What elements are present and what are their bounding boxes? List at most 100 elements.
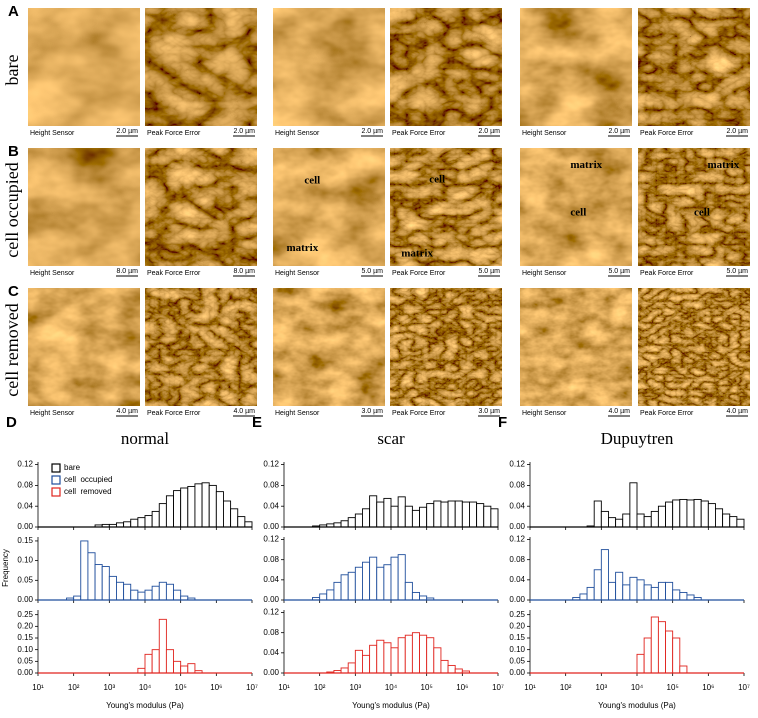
y-tick-label: 0.00: [509, 595, 525, 604]
bar: [230, 508, 239, 528]
bar: [608, 517, 617, 528]
scale-label: 5.0 µm: [478, 268, 500, 275]
bar: [419, 595, 428, 601]
y-tick-label: 0.00: [17, 595, 33, 604]
image-caption: Peak Force Error: [147, 130, 201, 137]
bar: [404, 634, 413, 674]
bar: [383, 642, 392, 674]
bar: [158, 618, 167, 674]
bar: [158, 581, 167, 601]
y-tick-label: 0.08: [263, 481, 279, 490]
bar: [650, 616, 659, 674]
bar: [354, 566, 363, 601]
bar: [347, 662, 356, 674]
scale-label: 8.0 µm: [116, 268, 138, 275]
bar: [679, 665, 688, 674]
bar: [679, 498, 688, 528]
bar: [700, 500, 709, 528]
bar: [729, 516, 738, 528]
scale-label: 2.0 µm: [726, 128, 748, 135]
x-tick-label: 10⁴: [385, 683, 398, 692]
bar: [397, 554, 406, 601]
panel-letter: C: [8, 283, 19, 300]
scale-label: 2.0 µm: [478, 128, 500, 135]
y-tick-label: 0.00: [509, 668, 525, 677]
bar: [208, 484, 217, 528]
scale-label: 5.0 µm: [361, 268, 383, 275]
bar: [397, 496, 406, 528]
bar: [672, 637, 681, 674]
bar: [650, 586, 659, 601]
y-tick-label: 0.04: [263, 648, 279, 657]
y-tick-label: 0.05: [17, 656, 33, 665]
afm-image: [638, 288, 750, 406]
bar: [87, 552, 96, 601]
legend-swatch: [51, 487, 61, 497]
bar: [244, 521, 253, 528]
bar: [608, 581, 617, 601]
x-tick-label: 10⁶: [456, 683, 468, 692]
x-tick-label: 10¹: [278, 683, 290, 692]
image-annotation: matrix: [707, 159, 739, 171]
bar: [173, 660, 182, 674]
image-caption: Height Sensor: [275, 410, 320, 417]
y-tick-label: 0.08: [509, 555, 525, 564]
bar: [165, 649, 174, 674]
afm-image: [145, 8, 257, 126]
bar: [123, 583, 132, 601]
scale-label: 8.0 µm: [233, 268, 255, 275]
y-tick-label: 0.08: [263, 628, 279, 637]
afm-image: [28, 288, 140, 406]
x-tick-label: 10⁴: [631, 683, 644, 692]
bar: [447, 500, 456, 528]
bar: [483, 505, 492, 528]
image-annotation: matrix: [401, 248, 433, 260]
bar: [411, 591, 420, 601]
bar: [201, 482, 210, 528]
bar: [94, 564, 103, 601]
bar: [333, 581, 342, 601]
y-tick-label: 0.12: [17, 460, 33, 469]
bar: [593, 569, 602, 601]
afm-image: [390, 148, 502, 266]
x-tick-label: 10⁷: [492, 683, 504, 692]
panel-letter: F: [498, 414, 507, 431]
row-label: bare: [2, 55, 22, 86]
bar: [137, 517, 146, 528]
scale-label: 2.0 µm: [116, 128, 138, 135]
panel-letter: E: [252, 414, 262, 431]
bar: [151, 649, 160, 674]
bar: [426, 503, 435, 528]
bar: [411, 632, 420, 674]
image-caption: Height Sensor: [30, 410, 75, 417]
bar: [376, 566, 385, 601]
image-caption: Height Sensor: [30, 130, 75, 137]
image-annotation: cell: [694, 206, 710, 218]
y-tick-label: 0.25: [509, 610, 525, 619]
bar: [215, 491, 224, 528]
bar: [180, 487, 189, 528]
y-tick-label: 0.04: [17, 501, 33, 510]
bar: [101, 566, 110, 601]
image-caption: Height Sensor: [522, 270, 567, 277]
y-tick-label: 0.04: [509, 501, 525, 510]
x-tick-label: 10⁷: [246, 683, 258, 692]
bar: [447, 664, 456, 674]
x-tick-label: 10⁵: [667, 683, 679, 692]
x-axis-label: Young's modulus (Pa): [598, 701, 676, 710]
afm-image: [273, 148, 385, 266]
image-caption: Peak Force Error: [392, 270, 446, 277]
bar: [223, 500, 232, 528]
x-tick-label: 10⁴: [139, 683, 152, 692]
y-tick-label: 0.00: [17, 668, 33, 677]
y-tick-label: 0.04: [509, 575, 525, 584]
bar: [490, 508, 499, 528]
bar: [376, 639, 385, 674]
bar: [390, 505, 399, 528]
bar: [340, 520, 349, 528]
bar: [419, 634, 428, 674]
scale-label: 4.0 µm: [726, 408, 748, 415]
afm-image: [145, 288, 257, 406]
